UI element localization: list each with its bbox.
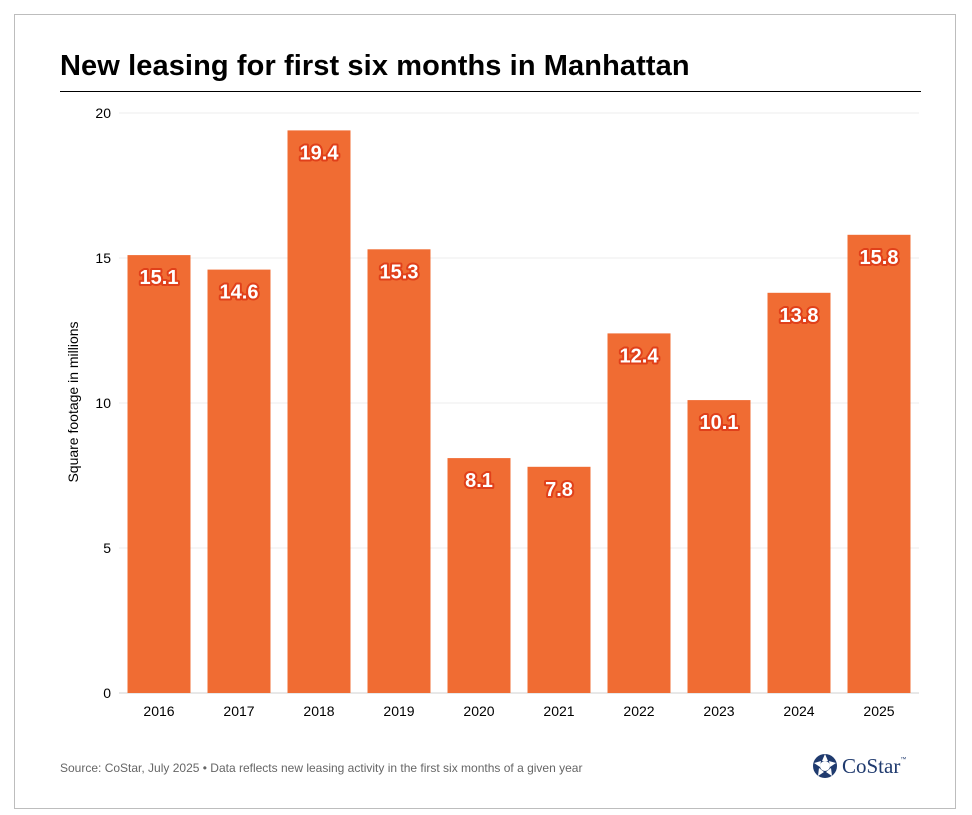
chart-title: New leasing for first six months in Manh… xyxy=(60,50,690,82)
x-tick-label: 2016 xyxy=(143,703,174,719)
logo-trademark: ™ xyxy=(900,757,907,763)
bar-2024 xyxy=(767,292,831,693)
x-tick-label: 2017 xyxy=(223,703,254,719)
source-note: Source: CoStar, July 2025 • Data reflect… xyxy=(60,761,583,775)
data-label: 15.3 xyxy=(380,261,419,283)
title-divider xyxy=(60,91,921,92)
y-tick-label: 10 xyxy=(95,395,111,411)
bar-2021 xyxy=(527,466,591,693)
y-tick-label: 0 xyxy=(103,685,111,701)
logo-wordmark: CoStar xyxy=(842,753,901,778)
y-tick-labels: 0 5 10 15 20 xyxy=(95,105,111,701)
bar-2023 xyxy=(687,400,751,693)
data-label: 13.8 xyxy=(780,305,819,327)
y-tick-label: 20 xyxy=(95,105,111,121)
x-tick-labels: 2016 2017 2018 2019 2020 2021 2022 2023 2024 2025 xyxy=(143,703,894,719)
x-tick-label: 2024 xyxy=(783,703,814,719)
data-label: 10.1 xyxy=(700,412,739,434)
x-tick-label: 2018 xyxy=(303,703,334,719)
data-labels: 15.1 14.6 19.4 15.3 8.1 7.8 12.4 10.1 13.8 15.8 xyxy=(138,140,901,502)
x-tick-label: 2023 xyxy=(703,703,734,719)
data-label: 15.1 xyxy=(140,267,179,289)
bar-2017 xyxy=(207,269,271,693)
data-label: 19.4 xyxy=(300,142,340,164)
x-tick-label: 2020 xyxy=(463,703,494,719)
data-label: 15.8 xyxy=(860,247,899,269)
bar-2020 xyxy=(447,458,511,693)
costar-logo: CoStar ™ xyxy=(812,751,906,781)
data-label: 12.4 xyxy=(620,345,660,367)
x-tick-label: 2019 xyxy=(383,703,414,719)
bars xyxy=(127,130,911,694)
y-axis-label: Square footage in millions xyxy=(65,321,81,482)
bar-2018 xyxy=(287,130,351,693)
data-label: 7.8 xyxy=(545,479,573,501)
data-label: 8.1 xyxy=(465,470,493,492)
x-tick-label: 2025 xyxy=(863,703,894,719)
data-label: 14.6 xyxy=(220,282,259,304)
bar-2019 xyxy=(367,249,431,694)
y-tick-label: 5 xyxy=(103,540,111,556)
bar-2016 xyxy=(127,255,191,693)
bar-2022 xyxy=(607,333,671,693)
y-tick-label: 15 xyxy=(95,250,111,266)
x-tick-label: 2022 xyxy=(623,703,654,719)
bar-2025 xyxy=(847,234,911,694)
costar-star-icon xyxy=(813,754,837,778)
x-tick-label: 2021 xyxy=(543,703,574,719)
